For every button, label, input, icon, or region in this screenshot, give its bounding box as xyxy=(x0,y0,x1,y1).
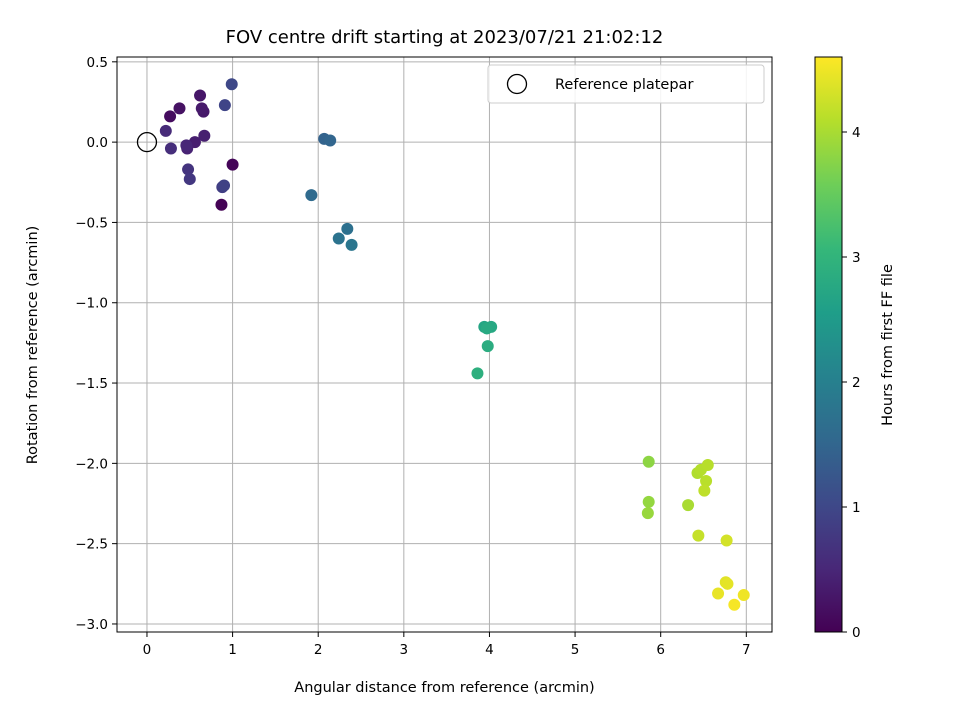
colorbar-tick-label: 3 xyxy=(852,250,861,266)
x-tick-label: 5 xyxy=(571,642,580,658)
scatter-point xyxy=(701,458,714,471)
y-tick-label: −3.0 xyxy=(75,617,108,633)
scatter-point xyxy=(218,179,231,192)
x-tick-label: 1 xyxy=(228,642,237,658)
scatter-point xyxy=(164,142,177,155)
scatter-point xyxy=(183,173,196,186)
chart-title: FOV centre drift starting at 2023/07/21 … xyxy=(226,27,664,48)
colorbar-label: Hours from first FF file xyxy=(880,264,896,426)
scatter-point xyxy=(471,367,484,380)
plot-frame xyxy=(116,56,773,633)
scatter-point xyxy=(480,322,493,335)
scatter-point xyxy=(324,134,337,147)
colorbar-tick-label: 2 xyxy=(852,375,861,391)
scatter-point xyxy=(194,89,207,102)
y-tick-label: −1.5 xyxy=(75,376,108,392)
x-axis-ticks: 0 1 2 3 4 5 6 7 xyxy=(143,632,751,658)
x-tick-label: 3 xyxy=(400,642,409,658)
scatter-point xyxy=(345,238,358,251)
colorbar-tick-label: 4 xyxy=(852,125,861,141)
y-tick-label: −0.5 xyxy=(75,215,108,231)
colorbar-ticks: 0 1 2 3 4 xyxy=(842,125,861,641)
scatter-point xyxy=(712,587,725,600)
legend-box xyxy=(487,64,765,104)
scatter-point xyxy=(198,129,211,142)
x-tick-label: 7 xyxy=(742,642,751,658)
x-axis-label: Angular distance from reference (arcmin) xyxy=(294,680,594,696)
legend-label-reference: Reference platepar xyxy=(555,77,693,93)
x-tick-label: 0 xyxy=(143,642,152,658)
scatter-point xyxy=(195,102,208,115)
y-axis-label: Rotation from reference (arcmin) xyxy=(25,226,41,465)
scatter-point xyxy=(182,163,195,176)
scatter-point xyxy=(305,189,318,202)
scatter-point xyxy=(692,529,705,542)
colorbar-tick-label: 0 xyxy=(852,625,861,641)
grid xyxy=(117,57,772,632)
scatter-point xyxy=(173,102,186,115)
x-tick-label: 4 xyxy=(485,642,494,658)
legend-marker-reference xyxy=(506,73,528,95)
scatter-point xyxy=(737,589,750,602)
scatter-points xyxy=(159,78,750,611)
scatter-point xyxy=(332,232,345,245)
scatter-point xyxy=(225,78,238,91)
colorbar: 0 1 2 3 4 Hours from first FF file xyxy=(814,56,896,641)
scatter-point xyxy=(720,534,733,547)
y-tick-label: 0.5 xyxy=(87,55,108,71)
scatter-point xyxy=(682,499,695,512)
y-tick-label: −2.0 xyxy=(75,456,108,472)
x-tick-label: 2 xyxy=(314,642,323,658)
scatter-point xyxy=(642,455,655,468)
scatter-point xyxy=(698,484,711,497)
scatter-point xyxy=(641,507,654,520)
scatter-point xyxy=(164,110,177,123)
y-tick-label: 0.0 xyxy=(87,135,108,151)
scatter-point xyxy=(180,139,193,152)
y-tick-label: −1.0 xyxy=(75,296,108,312)
y-axis-ticks: 0.5 0.0 −0.5 −1.0 −1.5 −2.0 −2.5 −3.0 xyxy=(75,55,117,633)
reference-platepar-marker xyxy=(136,131,158,153)
y-tick-label: −2.5 xyxy=(75,537,108,553)
scatter-point xyxy=(159,124,172,137)
scatter-point xyxy=(481,340,494,353)
scatter-point xyxy=(341,222,354,235)
x-tick-label: 6 xyxy=(656,642,665,658)
scatter-point xyxy=(728,598,741,611)
colorbar-tick-label: 1 xyxy=(852,500,861,516)
scatter-point xyxy=(721,577,734,590)
scatter-point xyxy=(642,495,655,508)
colorbar-gradient xyxy=(814,56,843,633)
scatter-point xyxy=(218,99,231,112)
scatter-point xyxy=(226,158,239,171)
scatter-point xyxy=(700,475,713,488)
legend: Reference platepar xyxy=(487,64,765,104)
scatter-point xyxy=(215,198,228,211)
